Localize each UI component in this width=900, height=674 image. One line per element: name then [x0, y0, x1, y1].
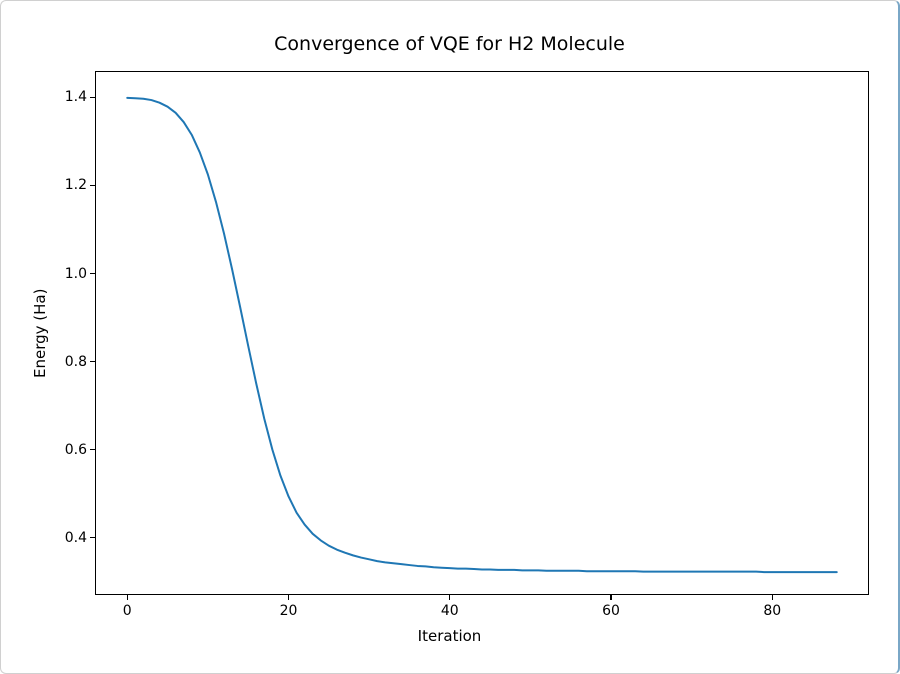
figure-frame: Convergence of VQE for H2 Molecule Energ…	[0, 0, 900, 674]
x-tick-label: 60	[581, 603, 641, 619]
y-tick-label: 1.2	[47, 177, 87, 193]
spine-left	[95, 71, 96, 595]
y-tick-label: 0.6	[47, 442, 87, 458]
plot-area	[95, 71, 869, 595]
y-tick	[90, 449, 95, 450]
y-tick	[90, 185, 95, 186]
y-tick-label: 0.4	[47, 530, 87, 546]
y-tick	[90, 273, 95, 274]
x-tick-label: 80	[742, 603, 802, 619]
y-tick	[90, 537, 95, 538]
y-tick-label: 1.0	[47, 266, 87, 282]
y-tick-label: 0.8	[47, 354, 87, 370]
spine-right	[868, 71, 869, 595]
x-tick	[772, 595, 773, 600]
energy-line	[95, 71, 869, 595]
x-tick-label: 0	[97, 603, 157, 619]
x-tick	[127, 595, 128, 600]
y-tick	[90, 361, 95, 362]
spine-bottom	[95, 594, 869, 595]
chart-title: Convergence of VQE for H2 Molecule	[1, 33, 898, 55]
x-tick	[610, 595, 611, 600]
x-tick	[288, 595, 289, 600]
x-axis-label: Iteration	[1, 627, 898, 645]
y-tick-label: 1.4	[47, 89, 87, 105]
x-tick-label: 20	[259, 603, 319, 619]
y-tick	[90, 97, 95, 98]
x-tick-label: 40	[420, 603, 480, 619]
x-tick	[449, 595, 450, 600]
spine-top	[95, 71, 869, 72]
